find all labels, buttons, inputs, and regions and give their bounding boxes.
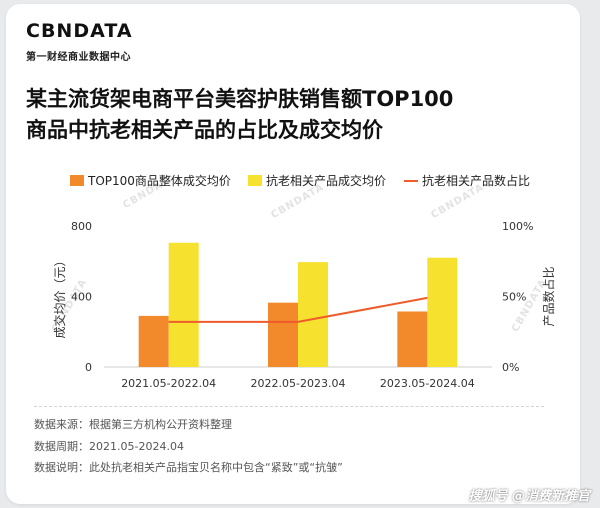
- chart-title-line-2: 商品中抗老相关产品的占比及成交均价: [26, 118, 383, 142]
- y-axis-title: 成交均价（元）: [52, 254, 67, 338]
- y2-tick-label: 50%: [502, 291, 526, 304]
- data-source-note: 数据来源：根据第三方机构公开资料整理: [34, 418, 232, 431]
- bar-overall-avg-price: [138, 315, 169, 367]
- line-anti-aging-share: [168, 296, 428, 323]
- bar-anti-aging-avg-price: [427, 257, 458, 367]
- y2-tick-label: 0%: [502, 361, 519, 374]
- legend-label-anti-aging-share: 抗老相关产品数占比: [422, 173, 530, 188]
- y-tick-label: 0: [85, 361, 92, 374]
- legend-swatch-overall-avg-price: [70, 175, 84, 186]
- y-tick-label: 400: [71, 291, 92, 304]
- chart-title: 某主流货架电商平台美容护肤销售额TOP100 商品中抗老相关产品的占比及成交均价: [26, 84, 566, 146]
- bar-anti-aging-avg-price: [298, 262, 328, 367]
- chart-bars: [138, 242, 458, 367]
- brand-subtitle: 第一财经商业数据中心: [26, 52, 131, 63]
- divider: [34, 406, 544, 407]
- y2-axis-title: 产品数占比: [541, 266, 556, 326]
- bar-anti-aging-avg-price: [168, 242, 199, 367]
- x-tick-label: 2021.05-2022.04: [121, 377, 216, 390]
- x-tick-label: 2022.05-2023.04: [251, 377, 346, 390]
- legend-swatch-anti-aging-avg-price: [248, 175, 262, 186]
- x-tick-label: 2023.05-2024.04: [380, 377, 475, 390]
- chart-title-line-1: 某主流货架电商平台美容护肤销售额TOP100: [26, 87, 454, 111]
- brand-logo: CBNDATA: [26, 20, 133, 42]
- chart-line: [168, 296, 428, 323]
- data-explanation-note: 数据说明：此处抗老相关产品指宝贝名称中包含“紧致”或“抗皱”: [34, 461, 343, 474]
- legend-label-anti-aging-avg-price: 抗老相关产品成交均价: [266, 173, 386, 188]
- data-notes: 数据来源：根据第三方机构公开资料整理 数据周期：2021.05-2024.04 …: [34, 414, 343, 479]
- bar-overall-avg-price: [268, 302, 298, 367]
- data-period-note: 数据周期：2021.05-2024.04: [34, 439, 184, 453]
- legend: TOP100商品整体成交均价 抗老相关产品成交均价 抗老相关产品数占比: [70, 173, 530, 188]
- legend-label-overall-avg-price: TOP100商品整体成交均价: [87, 173, 231, 188]
- bar-overall-avg-price: [397, 311, 428, 367]
- y2-tick-label: 100%: [502, 220, 533, 233]
- y-tick-label: 800: [71, 220, 92, 233]
- chart-card: [6, 4, 580, 504]
- footer-attribution: 搜狐号 @消费新推官: [468, 489, 590, 504]
- chart-axes: 0 400 800 0% 50% 100% 成交均价（元） 产品数占比 2021.05-2022…: [52, 220, 556, 390]
